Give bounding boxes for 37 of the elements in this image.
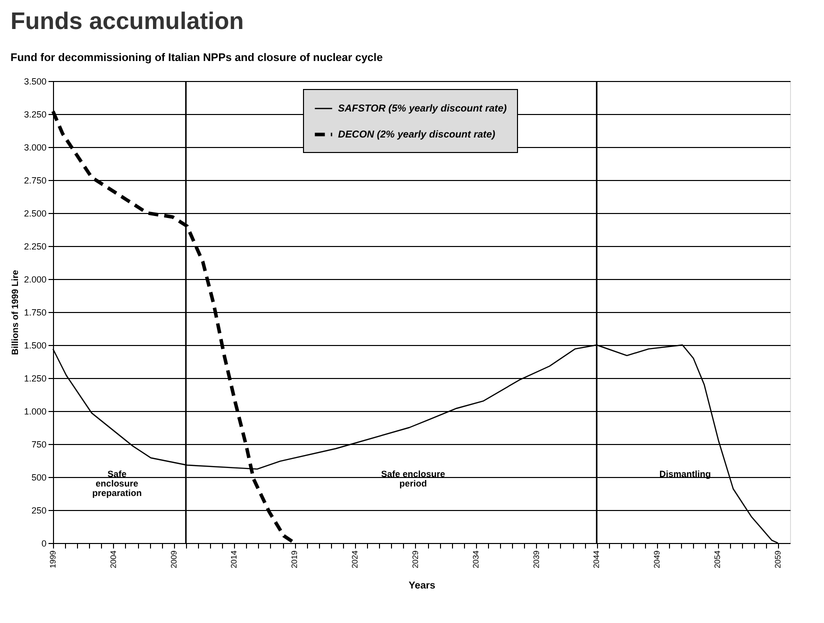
x-tick-label: 2039 <box>532 550 541 568</box>
x-tick-label: 2044 <box>592 550 602 568</box>
y-tick-label: 3.000 <box>24 142 46 152</box>
legend-label: DECON (2% yearly discount rate) <box>338 130 496 140</box>
x-tick-label: 2024 <box>350 550 360 568</box>
y-tick-label: 1.500 <box>24 340 46 350</box>
x-tick-label: 2029 <box>410 550 420 568</box>
x-tick-label: 2059 <box>773 550 782 568</box>
x-tick-label: 2034 <box>471 550 480 568</box>
y-tick-label: 2.250 <box>24 242 46 252</box>
y-tick-label: 750 <box>31 440 46 450</box>
annotation: Dismantling <box>659 468 711 479</box>
y-tick-label: 2.000 <box>24 274 46 284</box>
y-tick-label: 2.750 <box>24 176 46 186</box>
y-tick-label: 1.750 <box>24 308 46 318</box>
chart-title: Funds accumulation <box>10 8 244 35</box>
x-tick-label: 2004 <box>108 550 118 568</box>
x-tick-label: 2019 <box>290 550 300 568</box>
x-axis-title: Years <box>408 580 436 592</box>
y-tick-label: 500 <box>31 472 46 482</box>
x-tick-label: 2049 <box>652 550 662 568</box>
y-tick-label: 250 <box>31 506 46 516</box>
y-tick-label: 3.250 <box>24 110 46 120</box>
x-tick-label: 2054 <box>713 550 722 568</box>
legend-label: SAFSTOR (5% yearly discount rate) <box>338 104 508 114</box>
x-tick-label: 2014 <box>230 550 239 568</box>
x-tick-label: 2009 <box>169 550 178 568</box>
x-tick-label: 1999 <box>48 550 58 568</box>
y-tick-label: 1.250 <box>24 374 46 384</box>
y-axis-title: Billions of 1999 Lire <box>10 270 20 356</box>
y-tick-label: 1.000 <box>24 406 46 416</box>
annotation: Safe enclosure preparation <box>92 468 142 498</box>
chart-subtitle: Fund for decommissioning of Italian NPPs and closure of nuclear cycle <box>10 52 383 64</box>
y-tick-label: 0 <box>41 538 46 548</box>
y-tick-label: 2.500 <box>24 208 46 218</box>
y-tick-label: 3.500 <box>24 76 46 86</box>
annotation: Safe enclosure period <box>381 468 446 488</box>
